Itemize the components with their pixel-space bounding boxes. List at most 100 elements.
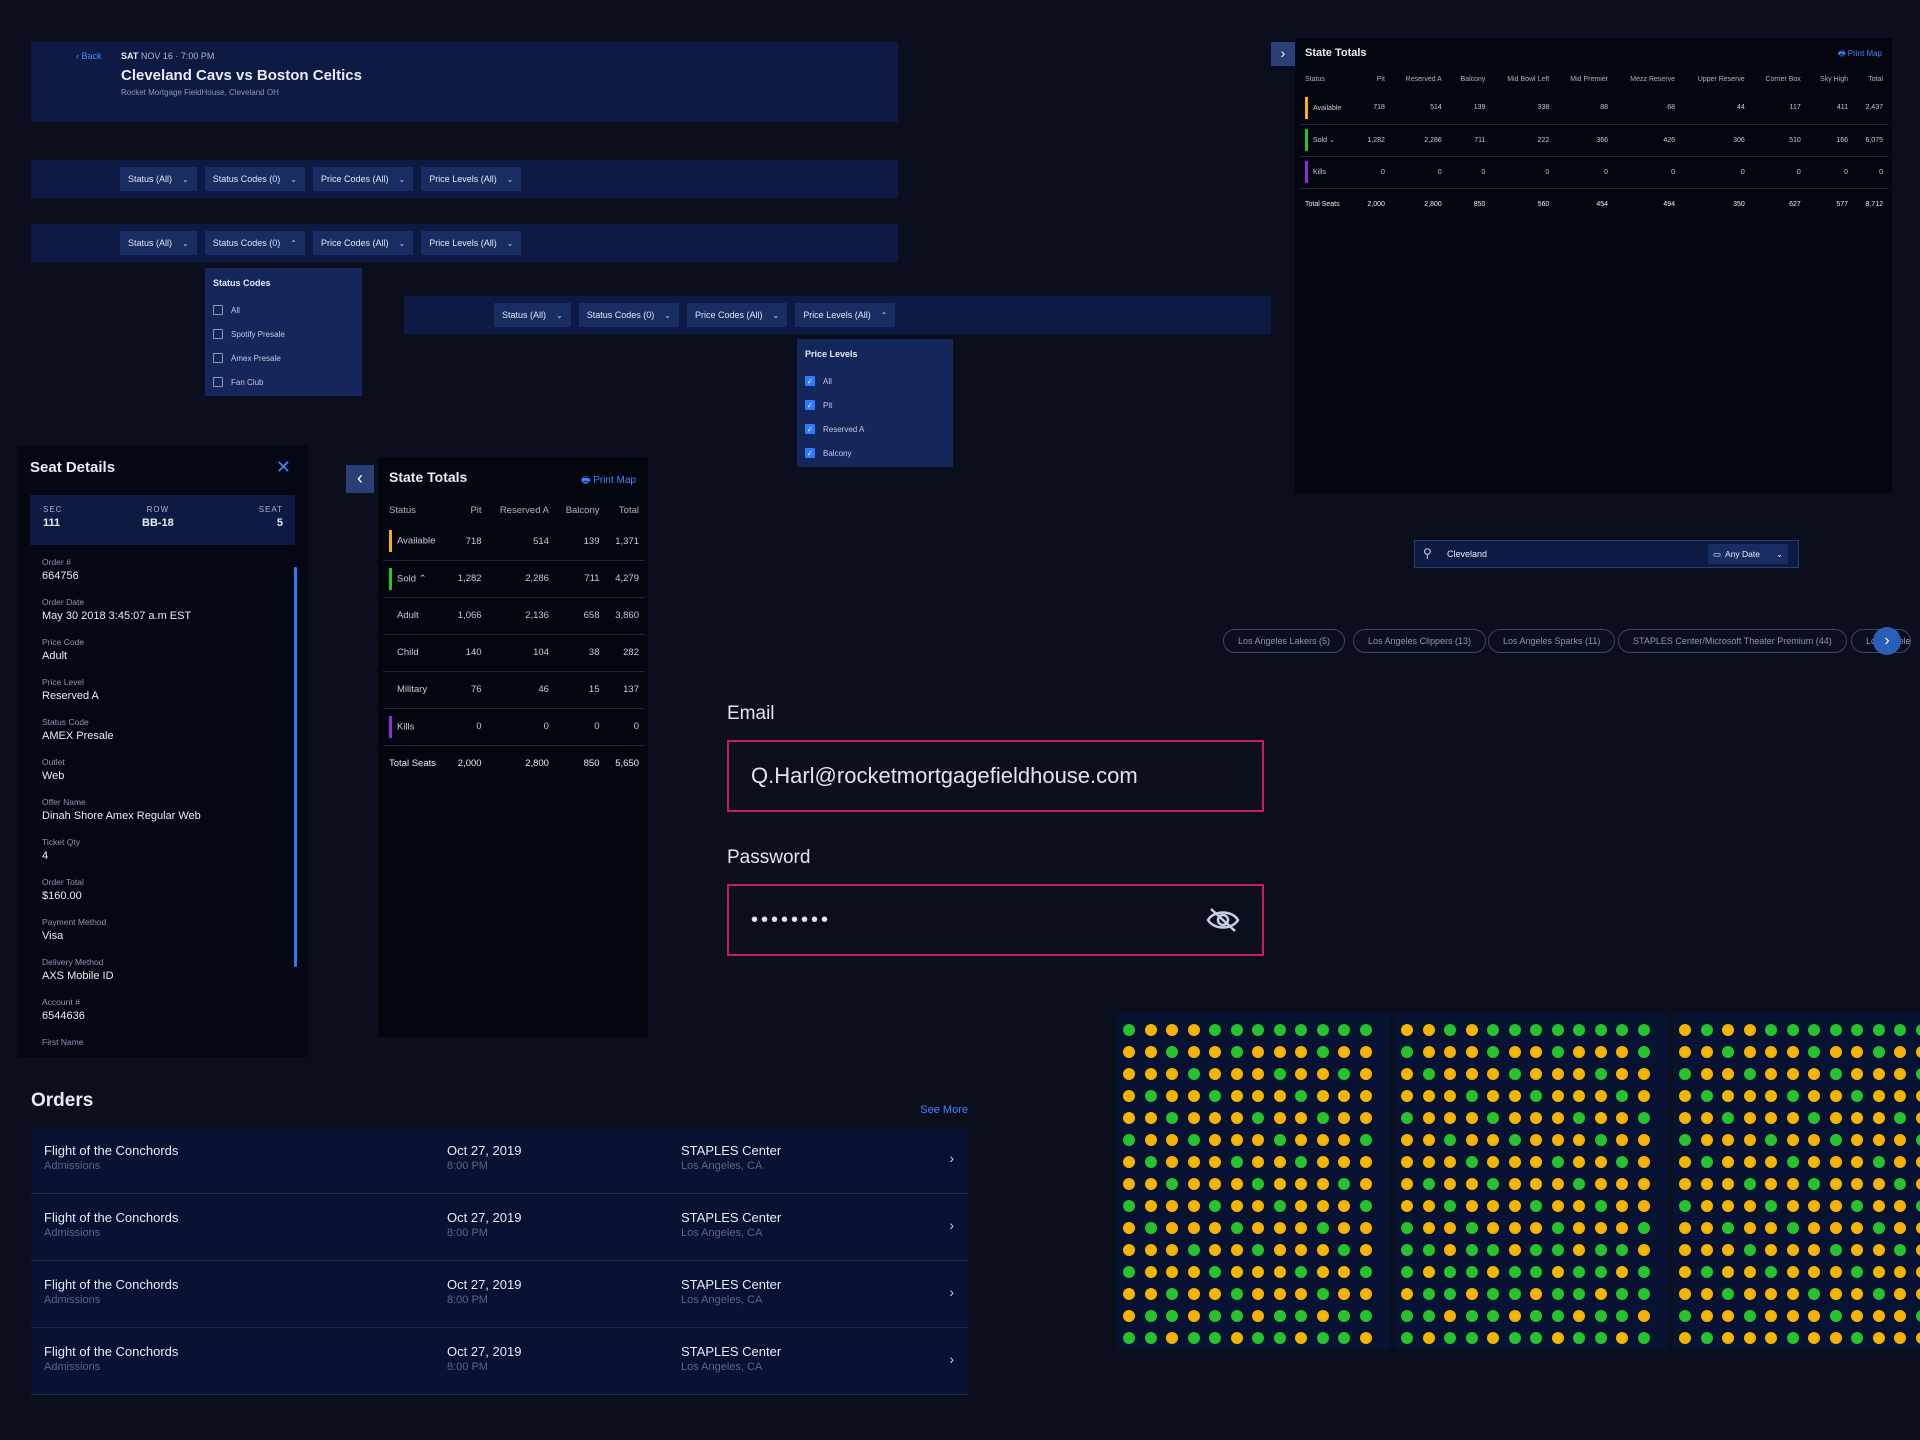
seat-dot[interactable] [1829, 1332, 1842, 1344]
seat-dot[interactable] [1616, 1266, 1628, 1278]
seat-dot[interactable] [1295, 1156, 1307, 1168]
seat-dot[interactable] [1872, 1332, 1885, 1344]
seat-dot[interactable] [1765, 1332, 1777, 1344]
seat-dot[interactable] [1851, 1332, 1863, 1344]
seat-dot[interactable] [1508, 1024, 1521, 1036]
seat-dot[interactable] [1679, 1266, 1691, 1278]
seat-dot[interactable] [1700, 1068, 1713, 1080]
seat-dot[interactable] [1872, 1046, 1885, 1058]
seat-dot[interactable] [1573, 1068, 1585, 1080]
seat-dot[interactable] [1808, 1068, 1820, 1080]
seat-dot[interactable] [1700, 1134, 1713, 1146]
seat-dot[interactable] [1786, 1332, 1799, 1344]
seat-dot[interactable] [1808, 1090, 1820, 1102]
seat-dot[interactable] [1786, 1134, 1799, 1146]
price-levels-filter[interactable]: Price Levels (All) ⌄ [421, 167, 522, 191]
seat-dot[interactable] [1401, 1200, 1413, 1212]
seat-dot[interactable] [1786, 1178, 1799, 1190]
seat-dot[interactable] [1808, 1134, 1820, 1146]
seat-dot[interactable] [1252, 1310, 1264, 1322]
seat-dot[interactable] [1252, 1156, 1264, 1168]
seat-dot[interactable] [1700, 1112, 1713, 1124]
chevron-right-icon[interactable]: › [1873, 627, 1901, 655]
seat-dot[interactable] [1252, 1266, 1264, 1278]
status-codes-filter[interactable]: Status Codes (0) ⌃ [204, 231, 305, 255]
seat-dot[interactable] [1422, 1310, 1435, 1322]
seat-dot[interactable] [1187, 1156, 1200, 1168]
seat-dot[interactable] [1487, 1024, 1499, 1036]
seat-dot[interactable] [1444, 1200, 1456, 1212]
seat-dot[interactable] [1851, 1200, 1863, 1212]
seat-dot[interactable] [1144, 1244, 1157, 1256]
seat-dot[interactable] [1894, 1222, 1906, 1234]
seat-dot[interactable] [1829, 1112, 1842, 1124]
seat-dot[interactable] [1230, 1090, 1243, 1102]
seat-dot[interactable] [1252, 1134, 1264, 1146]
seat-dot[interactable] [1252, 1244, 1264, 1256]
status-filter[interactable]: Status (All) ⌄ [120, 167, 197, 191]
seat-dot[interactable] [1252, 1046, 1264, 1058]
seat-dot[interactable] [1316, 1024, 1329, 1036]
seat-dot[interactable] [1359, 1024, 1372, 1036]
seat-dot[interactable] [1637, 1266, 1650, 1278]
seat-dot[interactable] [1187, 1288, 1200, 1300]
seat-dot[interactable] [1209, 1310, 1221, 1322]
seat-dot[interactable] [1209, 1332, 1221, 1344]
seat-dot[interactable] [1338, 1222, 1350, 1234]
seat-dot[interactable] [1743, 1024, 1756, 1036]
seat-dot[interactable] [1530, 1332, 1542, 1344]
seat-dot[interactable] [1144, 1310, 1157, 1322]
print-map-button[interactable]: 🖶 Print Map [580, 475, 636, 486]
seat-dot[interactable] [1487, 1288, 1499, 1300]
seat-dot[interactable] [1872, 1222, 1885, 1234]
seat-dot[interactable] [1359, 1266, 1372, 1278]
seat-dot[interactable] [1829, 1046, 1842, 1058]
seat-dot[interactable] [1829, 1244, 1842, 1256]
seat-dot[interactable] [1722, 1134, 1734, 1146]
seat-dot[interactable] [1637, 1332, 1650, 1344]
seat-dot[interactable] [1316, 1046, 1329, 1058]
seat-dot[interactable] [1786, 1288, 1799, 1300]
seat-dot[interactable] [1722, 1222, 1734, 1234]
seat-dot[interactable] [1252, 1288, 1264, 1300]
seat-dot[interactable] [1230, 1222, 1243, 1234]
seat-dot[interactable] [1166, 1266, 1178, 1278]
seat-dot[interactable] [1422, 1178, 1435, 1190]
seat-dot[interactable] [1700, 1200, 1713, 1212]
seat-dot[interactable] [1252, 1112, 1264, 1124]
seat-dot[interactable] [1872, 1112, 1885, 1124]
seat-dot[interactable] [1166, 1200, 1178, 1212]
seat-dot[interactable] [1894, 1156, 1906, 1168]
seat-dot[interactable] [1679, 1090, 1691, 1102]
seat-dot[interactable] [1230, 1310, 1243, 1322]
seat-dot[interactable] [1144, 1178, 1157, 1190]
email-field[interactable]: Q.Harl@rocketmortgagefieldhouse.com [727, 740, 1264, 812]
seat-dot[interactable] [1872, 1090, 1885, 1102]
seat-dot[interactable] [1123, 1156, 1135, 1168]
seat-dot[interactable] [1765, 1222, 1777, 1234]
seat-dot[interactable] [1465, 1112, 1478, 1124]
price-levels-filter[interactable]: Price Levels (All) ⌃ [795, 303, 896, 327]
seat-dot[interactable] [1551, 1112, 1564, 1124]
seat-dot[interactable] [1915, 1178, 1920, 1190]
seat-dot[interactable] [1252, 1024, 1264, 1036]
seat-dot[interactable] [1465, 1024, 1478, 1036]
seat-dot[interactable] [1273, 1156, 1286, 1168]
seat-dot[interactable] [1829, 1134, 1842, 1146]
seat-dot[interactable] [1637, 1244, 1650, 1256]
seat-dot[interactable] [1209, 1134, 1221, 1146]
seat-dot[interactable] [1209, 1266, 1221, 1278]
seat-dot[interactable] [1743, 1090, 1756, 1102]
seat-dot[interactable] [1316, 1222, 1329, 1234]
seat-dot[interactable] [1594, 1134, 1607, 1146]
seat-dot[interactable] [1594, 1024, 1607, 1036]
seat-dot[interactable] [1487, 1068, 1499, 1080]
seat-dot[interactable] [1786, 1222, 1799, 1234]
seat-dot[interactable] [1401, 1024, 1413, 1036]
order-row[interactable]: Flight of the Conchords Admissions Oct 27… [31, 1128, 968, 1194]
seat-dot[interactable] [1230, 1134, 1243, 1146]
seat-dot[interactable] [1252, 1332, 1264, 1344]
chevron-right-icon[interactable]: › [949, 1351, 954, 1367]
seat-dot[interactable] [1508, 1112, 1521, 1124]
seat-dot[interactable] [1851, 1134, 1863, 1146]
